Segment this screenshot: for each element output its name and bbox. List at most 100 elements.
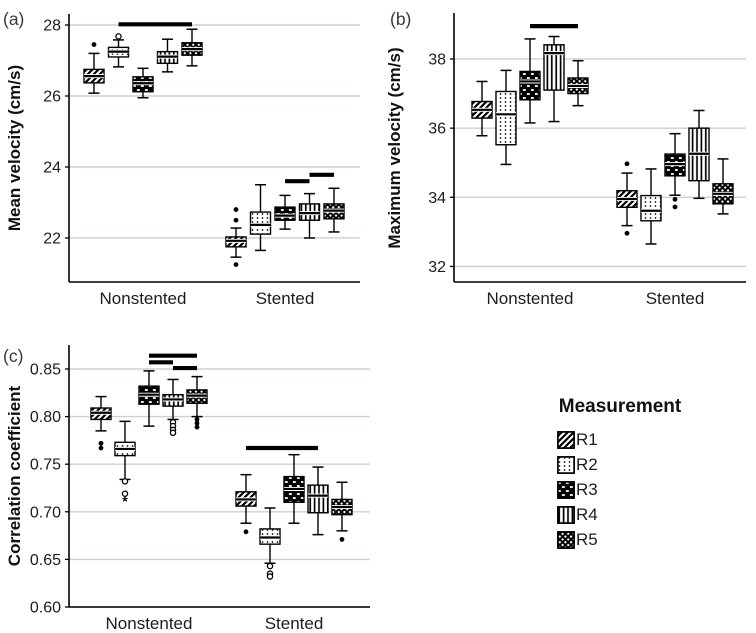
panel-a-chart: 22 24 26 28 Nonstented Stented Mean velocity (… [3, 9, 360, 308]
boxplot-stented-r1 [225, 207, 247, 268]
y-tick-label: 26 [43, 88, 61, 105]
outlier-dot [98, 440, 104, 446]
boxplot-nonstented-r4 [543, 35, 565, 123]
outlier-dot [98, 445, 104, 451]
boxplot-stented-r2 [259, 507, 281, 580]
legend-item-r4: R4 [557, 502, 740, 527]
y-tick-label: 28 [43, 18, 61, 35]
panel-c-chart: 0.60 0.65 0.70 0.75 0.80 0.85 * Nonstented Stent… [3, 345, 370, 633]
y-tick-label: 32 [428, 259, 446, 276]
boxplot-nonstented-r3 [519, 38, 541, 124]
y-tick-label: 0.80 [30, 409, 61, 426]
panel-b: 32 34 36 38 Nonstented Stented Maximum velocit… [378, 0, 756, 316]
legend: Measurement R1 R2 R3 R4 R5 [500, 396, 740, 552]
outlier-dot [672, 204, 678, 210]
legend-label-r3: R3 [576, 479, 598, 499]
boxplot-nonstented-r2 [495, 69, 517, 166]
boxplot-stented-r2 [249, 183, 272, 252]
category-label: Nonstented [106, 614, 193, 633]
box [543, 44, 565, 91]
legend-item-r1: R1 [557, 427, 740, 452]
boxplot-stented-r3 [274, 194, 296, 230]
boxplot-stented-r1 [616, 161, 638, 236]
panel-label: (b) [390, 9, 411, 29]
legend-label-r4: R4 [576, 504, 598, 524]
boxplot-nonstented-r4 [162, 378, 184, 437]
outlier-circle [266, 562, 274, 570]
boxplot-stented-r4 [298, 192, 321, 239]
outlier-dot [194, 417, 200, 422]
y-tick-label: 0.60 [30, 600, 61, 617]
boxplot-stented-r1 [235, 473, 257, 535]
y-tick-label: 0.70 [30, 504, 61, 521]
legend-title: Measurement [558, 396, 682, 417]
outlier-dot [233, 207, 239, 212]
category-label: Nonstented [100, 289, 187, 308]
legend-items: R1 R2 R3 R4 R5 [500, 427, 740, 552]
legend-swatch-r4-icon [557, 505, 575, 524]
boxplot-nonstented-r1 [83, 42, 105, 94]
y-axis-label: Mean velocity (cm/s) [5, 65, 24, 231]
y-tick-label: 22 [43, 230, 61, 247]
panel-b-chart: 32 34 36 38 Nonstented Stented Maximum velocit… [385, 9, 746, 308]
y-tick-label: 0.75 [30, 457, 61, 474]
category-label: Nonstented [487, 289, 574, 308]
legend-label-r1: R1 [576, 429, 598, 449]
outlier-circle [266, 573, 274, 580]
legend-item-r2: R2 [557, 452, 740, 477]
legend-item-r5: R5 [557, 527, 740, 552]
boxplot-nonstented-r3 [132, 67, 154, 99]
y-tick-label: 36 [428, 121, 446, 138]
box [307, 484, 329, 514]
legend-label-r2: R2 [576, 454, 598, 474]
outlier-circle [121, 490, 129, 497]
y-axis-label: Correlation coefficient [5, 385, 24, 566]
outlier-dot [672, 196, 678, 202]
outlier-dot [339, 537, 345, 542]
boxplot-nonstented-r5 [186, 375, 208, 430]
category-label: Stented [265, 614, 324, 633]
boxplot-nonstented-r4 [156, 38, 179, 73]
y-tick-label: 0.65 [30, 552, 61, 569]
panel-a: 22 24 26 28 Nonstented Stented Mean velocity (… [0, 0, 378, 316]
boxplot-stented-r5 [331, 481, 353, 542]
box [640, 194, 662, 222]
outlier-dot [233, 217, 239, 223]
panel-c: 0.60 0.65 0.70 0.75 0.80 0.85 * Nonstented Stent… [0, 316, 378, 633]
outlier-dot [194, 420, 200, 426]
y-tick-label: 0.85 [30, 361, 61, 378]
legend-swatch-r3-icon [557, 480, 575, 499]
boxplot-stented-r5 [323, 187, 345, 233]
boxplot-stented-r3 [664, 132, 686, 210]
outlier-circle [121, 478, 129, 485]
boxplot-stented-r5 [712, 158, 734, 215]
panel-label: (a) [3, 9, 24, 29]
outlier-circle [115, 33, 122, 40]
y-axis-label: Maximum velocity (cm/s) [385, 47, 404, 248]
legend-swatch-r1-icon [557, 430, 575, 449]
legend-item-r3: R3 [557, 477, 740, 502]
outlier-dot [624, 230, 630, 236]
boxplot-nonstented-r1 [90, 395, 112, 451]
legend-swatch-r5-icon [557, 530, 575, 549]
boxplot-nonstented-r1 [471, 80, 493, 137]
boxplot-nonstented-r5 [181, 28, 203, 67]
outlier-dot [194, 424, 200, 430]
box [495, 90, 517, 146]
legend-label-r5: R5 [576, 529, 598, 549]
outlier-dot [233, 262, 239, 268]
box [519, 70, 541, 101]
outlier-dot [91, 42, 97, 47]
boxplot-stented-r4 [307, 466, 329, 536]
category-label: Stented [646, 289, 705, 308]
boxplot-stented-r4 [688, 109, 710, 200]
boxplot-nonstented-r2: * [114, 420, 136, 509]
panel-label: (c) [3, 346, 23, 366]
outlier-circle [169, 429, 177, 437]
legend-swatch-r2-icon [557, 455, 575, 474]
boxplot-stented-r3 [283, 453, 305, 524]
y-tick-label: 34 [428, 190, 446, 207]
category-label: Stented [256, 289, 315, 308]
outlier-dot [243, 529, 249, 535]
